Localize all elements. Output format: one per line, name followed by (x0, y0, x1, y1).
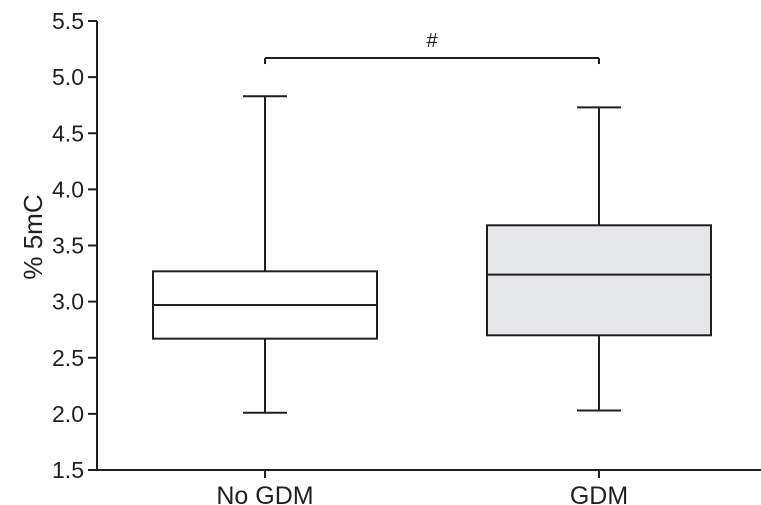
iqr-box (486, 224, 712, 337)
significance-label: # (426, 30, 438, 52)
axes: 1.5 2.0 2.5 3.0 3.5 4.0 4.5 5.0 5.5 No GDM GDM (52, 8, 761, 505)
significance-annotation: # (264, 30, 600, 65)
box-2 (486, 106, 712, 412)
box-series (152, 95, 712, 414)
box-1 (152, 95, 378, 414)
y-axis-title: % 5mC (18, 194, 48, 279)
x-tick-label: GDM (570, 482, 628, 505)
y-tick-label: 4.5 (52, 120, 84, 146)
y-tick-label: 3.0 (52, 289, 84, 315)
y-tick-label: 5.5 (52, 8, 84, 34)
y-tick-label: 2.0 (52, 401, 84, 427)
x-tick-label: No GDM (216, 482, 313, 505)
y-tick-label: 4.0 (52, 176, 84, 202)
y-tick-label: 2.5 (52, 345, 84, 371)
y-tick-label: 1.5 (52, 457, 84, 483)
y-tick-label: 3.5 (52, 233, 84, 259)
y-tick-label: 5.0 (52, 64, 84, 90)
